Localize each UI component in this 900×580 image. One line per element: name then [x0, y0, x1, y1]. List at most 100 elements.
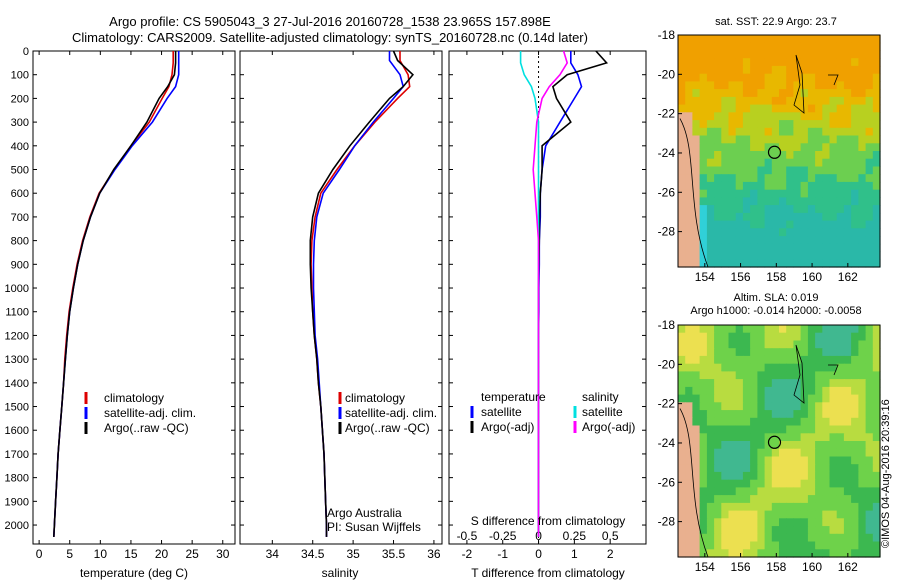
- heatmap-cell: [714, 127, 722, 137]
- heatmap-cell: [865, 181, 874, 191]
- heatmap-cell: [699, 479, 708, 488]
- heatmap-cell: [714, 151, 722, 160]
- heatmap-cell: [865, 120, 874, 129]
- heatmap-cell: [822, 487, 831, 496]
- heatmap-cell: [685, 363, 693, 372]
- heatmap-cell: [728, 394, 737, 403]
- heatmap-cell: [721, 479, 730, 488]
- heatmap-cell: [851, 243, 859, 253]
- salinity-note-line1: Argo Australia: [327, 506, 402, 520]
- heatmap-cell: [865, 127, 874, 137]
- heatmap-cell: [750, 502, 758, 512]
- sdiff-xlabel: S difference from climatology: [471, 514, 626, 528]
- heatmap-cell: [699, 104, 708, 113]
- heatmap-cell: [735, 220, 744, 229]
- temperature-xtick-label: 10: [94, 547, 108, 561]
- heatmap-cell: [750, 386, 758, 396]
- heatmap-cell: [699, 112, 708, 121]
- heatmap-cell: [858, 433, 867, 442]
- heatmap-cell: [771, 510, 780, 519]
- heatmap-cell: [699, 58, 708, 67]
- heatmap-cell: [735, 510, 744, 519]
- heatmap-cell: [678, 243, 686, 253]
- heatmap-cell: [779, 35, 787, 44]
- heatmap-cell: [764, 549, 773, 558]
- heatmap-cell: [685, 96, 693, 106]
- heatmap-cell: [728, 220, 737, 229]
- heatmap-cell: [678, 127, 686, 137]
- heatmap-cell: [735, 127, 744, 137]
- heatmap-cell: [764, 197, 773, 206]
- heatmap-cell: [757, 363, 766, 372]
- heatmap-cell: [757, 120, 766, 129]
- heatmap-cell: [858, 402, 867, 411]
- heatmap-cell: [779, 81, 787, 90]
- temperature-xtick-label: 25: [185, 547, 199, 561]
- heatmap-cell: [699, 363, 708, 372]
- heatmap-cell: [786, 363, 794, 372]
- heatmap-cell: [678, 236, 686, 245]
- heatmap-cell: [822, 348, 831, 357]
- heatmap-cell: [793, 471, 802, 481]
- heatmap-cell: [872, 50, 881, 59]
- salinity-legend: climatology satellite-adj. clim. Argo(..…: [327, 391, 437, 534]
- heatmap-cell: [735, 174, 744, 183]
- heatmap-cell: [800, 479, 809, 488]
- heatmap-cell: [735, 166, 744, 175]
- heatmap-cell: [721, 158, 730, 167]
- heatmap-cell: [685, 127, 693, 137]
- heatmap-cell: [721, 212, 730, 222]
- heatmap-cell: [822, 417, 831, 427]
- heatmap-cell: [735, 181, 744, 191]
- heatmap-cell: [750, 464, 758, 473]
- heatmap-cell: [786, 371, 794, 380]
- heatmap-cell: [843, 243, 852, 253]
- salinity-frame: [239, 50, 443, 545]
- heatmap-cell: [685, 518, 693, 527]
- heatmap-cell: [858, 495, 867, 504]
- heatmap-cell: [872, 541, 881, 550]
- heatmap-cell: [721, 236, 730, 245]
- heatmap-cell: [685, 471, 693, 481]
- legend-header-temperature: temperature: [481, 390, 546, 404]
- heatmap-cell: [807, 402, 816, 411]
- heatmap-cell: [807, 151, 816, 160]
- heatmap-cell: [865, 433, 874, 442]
- heatmap-cell: [714, 58, 722, 67]
- depth-tick-label: 1200: [5, 330, 29, 342]
- heatmap-cell: [706, 251, 715, 260]
- heatmap-cell: [692, 340, 701, 349]
- heatmap-cell: [706, 158, 715, 167]
- heatmap-cell: [699, 541, 708, 550]
- heatmap-cell: [851, 96, 859, 106]
- heatmap-cell: [843, 50, 852, 59]
- heatmap-cell: [822, 251, 831, 260]
- heatmap-cell: [800, 441, 809, 450]
- heatmap-cell: [815, 205, 823, 214]
- heatmap-cell: [793, 42, 802, 51]
- heatmap-cell: [786, 42, 794, 51]
- heatmap-cell: [786, 410, 794, 419]
- heatmap-cell: [714, 371, 722, 380]
- heatmap-cell: [699, 487, 708, 496]
- heatmap-cell: [678, 363, 686, 372]
- heatmap-cell: [786, 151, 794, 160]
- heatmap-cell: [829, 50, 838, 59]
- legend-satellite: satellite-adj. clim.: [104, 406, 196, 420]
- heatmap-cell: [843, 425, 852, 434]
- heatmap-cell: [829, 236, 838, 245]
- heatmap-cell: [728, 104, 737, 113]
- heatmap-cell: [750, 228, 758, 237]
- heatmap-cell: [822, 526, 831, 535]
- heatmap-cell: [706, 42, 715, 51]
- heatmap-cell: [865, 355, 874, 365]
- heatmap-cell: [728, 332, 737, 341]
- heatmap-cell: [872, 410, 881, 419]
- sla_map-lat-label: -20: [658, 357, 676, 371]
- heatmap-cell: [779, 410, 787, 419]
- heatmap-cell: [685, 533, 693, 543]
- heatmap-cell: [742, 533, 751, 543]
- heatmap-cell: [764, 479, 773, 488]
- heatmap-cell: [757, 104, 766, 113]
- heatmap-cell: [836, 456, 845, 465]
